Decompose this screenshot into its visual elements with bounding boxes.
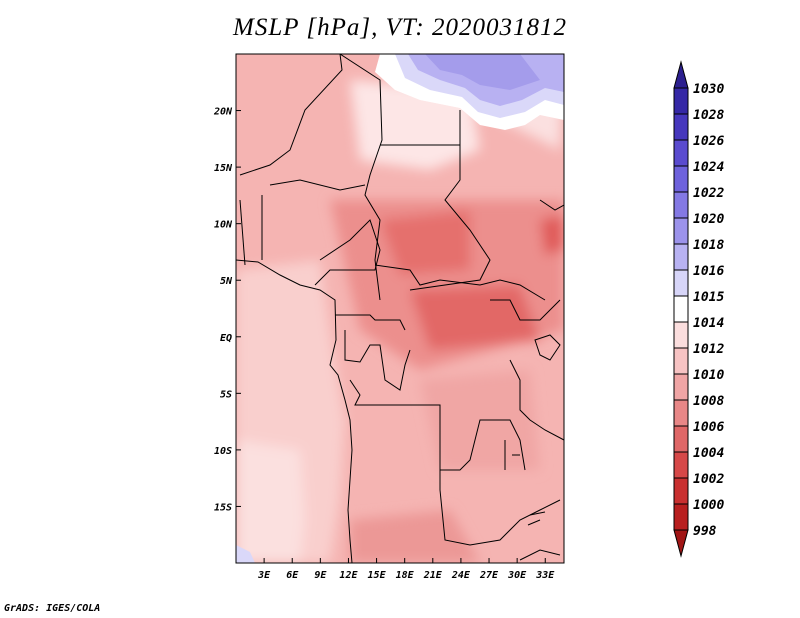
lake-victoria <box>534 334 561 361</box>
lat-tick-label: 10N <box>214 220 233 231</box>
colorbar-swatch <box>673 477 689 505</box>
colorbar-label: 1012 <box>693 342 724 357</box>
lon-tick-label: 15E <box>368 570 387 581</box>
border-ethiopia <box>539 199 564 211</box>
colorbar-swatch <box>673 451 689 479</box>
colorbar-label: 1004 <box>693 446 724 461</box>
border-congo <box>344 330 411 391</box>
lon-tick-label: 33E <box>535 570 555 581</box>
colorbar-label: 1016 <box>693 264 724 279</box>
colorbar-label: 1006 <box>693 420 724 435</box>
border-mozambique <box>519 549 561 561</box>
colorbar-label: 1002 <box>693 472 724 487</box>
southwest-high-pressure <box>236 545 255 563</box>
border-cameroon <box>314 219 381 286</box>
colorbar-label: 1024 <box>693 160 724 175</box>
pressure-field <box>236 54 564 563</box>
border-niger-nigeria <box>269 179 366 191</box>
colorbar-swatch <box>673 87 689 115</box>
lon-tick-label: 24E <box>451 570 471 581</box>
lon-tick-label: 9E <box>314 570 327 581</box>
border-uganda <box>490 299 561 321</box>
lon-tick-label: 18E <box>396 570 415 581</box>
map-frame <box>235 53 565 564</box>
colorbar-label: 1000 <box>693 498 724 513</box>
colorbar-swatch <box>673 503 689 531</box>
colorbar-swatch <box>673 295 689 323</box>
colorbar-label: 998 <box>693 524 717 539</box>
colorbar-swatch <box>673 139 689 167</box>
lake-tanganyika <box>504 440 520 470</box>
colorbar-swatch <box>673 373 689 401</box>
coastline <box>236 259 353 563</box>
colorbar-swatch <box>673 347 689 375</box>
longitude-axis: 3E 6E 9E 12E 15E 18E 21E 24E 27E 30E 33E <box>257 558 555 581</box>
colorbar-swatch <box>673 425 689 453</box>
latitude-axis: 20N 15N 10N 5N EQ 5S 10S 15S <box>213 107 241 513</box>
colorbar-swatch <box>673 243 689 271</box>
lat-tick-label: 15N <box>214 163 233 174</box>
lon-tick-label: 12E <box>339 570 358 581</box>
colorbar-label: 1010 <box>693 368 724 383</box>
border-niger-chad <box>339 54 383 301</box>
colorbar-label: 1022 <box>693 186 724 201</box>
lat-tick-label: 5N <box>220 276 233 287</box>
lat-tick-label: 5S <box>220 389 232 400</box>
colorbar: 1030 1028 1026 1024 1022 1020 1018 1016 1015 1014… <box>673 60 724 558</box>
colorbar-swatch <box>673 113 689 141</box>
colorbar-swatch <box>673 191 689 219</box>
colorbar-swatch <box>673 269 689 297</box>
lon-tick-label: 6E <box>286 570 299 581</box>
high-pressure-1018 <box>425 54 540 90</box>
lat-tick-label: 20N <box>213 107 233 118</box>
lon-tick-label: 27E <box>479 570 499 581</box>
lat-tick-label: EQ <box>220 333 232 344</box>
border-gabon-congo <box>335 314 406 331</box>
border-car <box>374 264 546 301</box>
colorbar-label: 1018 <box>693 238 724 253</box>
colorbar-swatch <box>673 165 689 193</box>
chart-title: MSLP [hPa], VT: 2020031812 <box>233 14 567 41</box>
colorbar-top-arrow <box>673 60 689 89</box>
border-algeria <box>239 54 343 176</box>
lake-malawi <box>527 511 546 526</box>
colorbar-swatch <box>673 217 689 245</box>
border-zambia <box>439 470 561 546</box>
colorbar-swatch <box>673 321 689 349</box>
colorbar-bottom-arrow <box>673 529 689 558</box>
colorbar-label: 1015 <box>693 290 724 305</box>
colorbar-label: 1026 <box>693 134 724 149</box>
border-drc-angola <box>349 379 526 471</box>
border-tanzania <box>509 359 564 441</box>
colorbar-label: 1008 <box>693 394 724 409</box>
border-chad-sudan <box>409 110 491 291</box>
lon-tick-label: 3E <box>257 570 271 581</box>
lon-tick-label: 21E <box>423 570 443 581</box>
colorbar-label: 1030 <box>693 82 724 97</box>
lon-tick-label: 30E <box>507 570 527 581</box>
footer-credit: GrADS: IGES/COLA <box>4 603 101 614</box>
border-ghana <box>239 199 246 266</box>
colorbar-label: 1014 <box>693 316 724 331</box>
borders <box>236 54 564 563</box>
lat-tick-label: 15S <box>214 502 232 513</box>
colorbar-label: 1028 <box>693 108 724 123</box>
colorbar-swatch <box>673 399 689 427</box>
colorbar-label: 1020 <box>693 212 724 227</box>
lat-tick-label: 10S <box>214 446 232 457</box>
